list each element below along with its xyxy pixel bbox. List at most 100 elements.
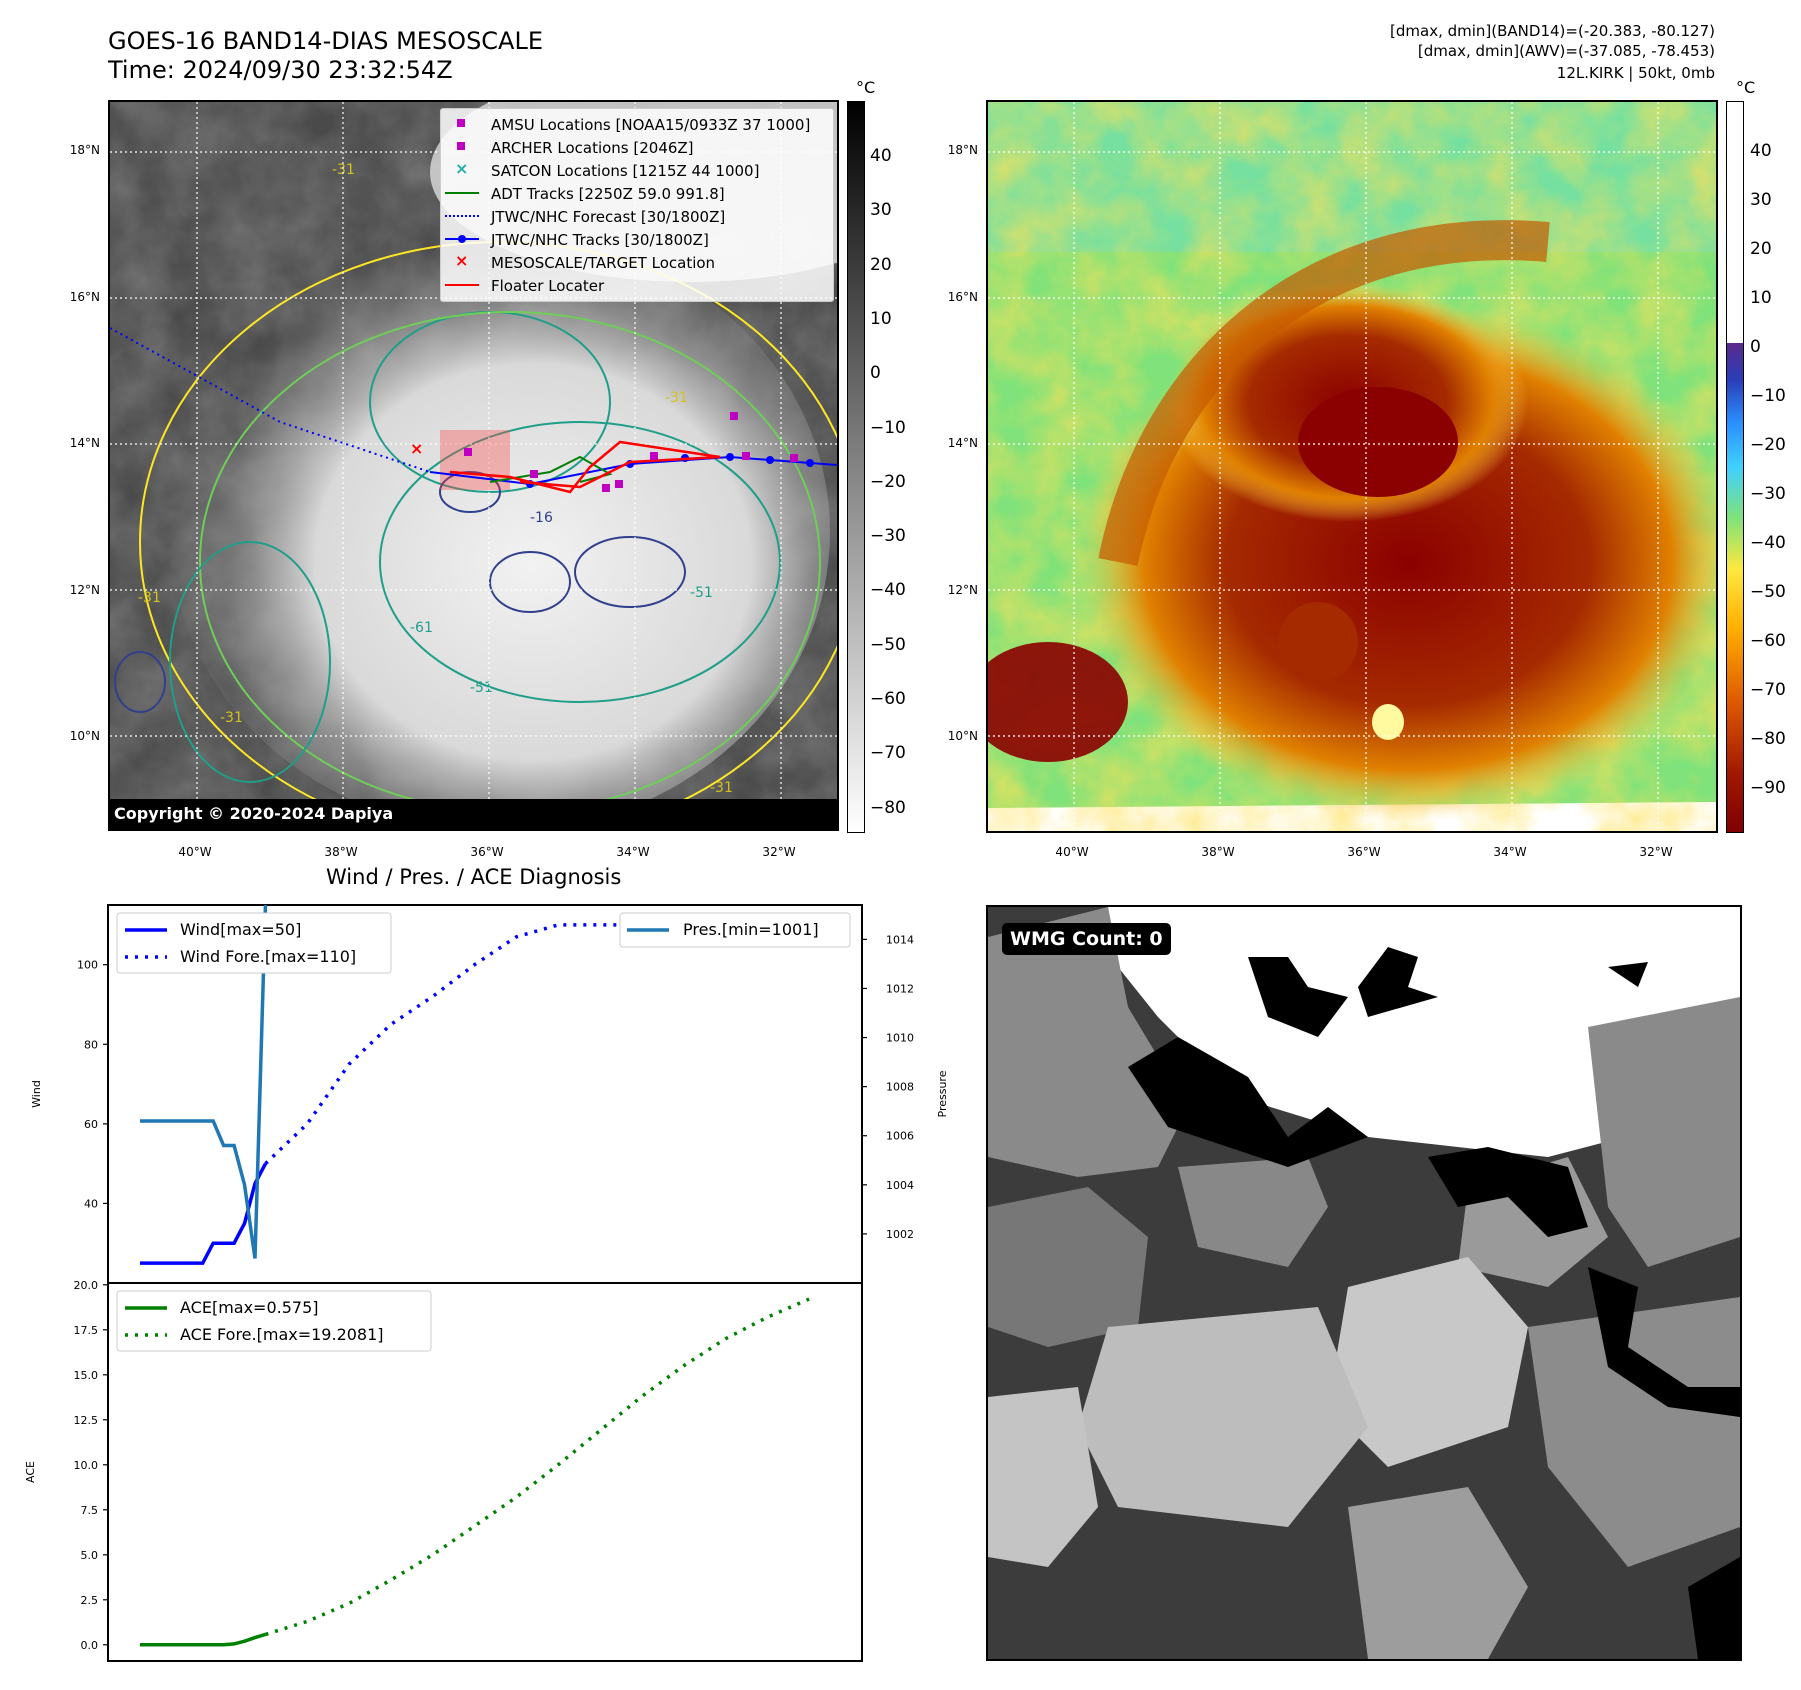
colorbar-tick: −50 xyxy=(1750,582,1786,602)
ace-axis-label: ACE xyxy=(24,1461,37,1483)
legend-label: AMSU Locations [NOAA15/0933Z 37 1000] xyxy=(491,116,811,134)
ir-satellite-map: -31 -16 -31 -51 -31 -31 -61 -51 -31 xyxy=(108,100,839,831)
wind-legend-label: Wind[max=50] xyxy=(180,920,301,939)
pressure-tick-label: 1006 xyxy=(886,1130,914,1143)
wind-tick-label: 100 xyxy=(77,959,98,972)
legend-item-adt: ADT Tracks [2250Z 59.0 991.8] xyxy=(441,182,833,204)
square-marker-icon xyxy=(457,142,465,150)
lat-label: 12°N xyxy=(947,583,978,597)
legend-item-satcon: × SATCON Locations [1215Z 44 1000] xyxy=(441,159,833,181)
colorbar-tick: −10 xyxy=(870,417,906,438)
ace-tick-label: 12.5 xyxy=(74,1414,99,1427)
pressure-legend-label: Pres.[min=1001] xyxy=(683,920,819,939)
wind-forecast-series-line xyxy=(264,923,810,1165)
lon-label: 40°W xyxy=(1055,845,1089,859)
legend-label: JTWC/NHC Forecast [30/1800Z] xyxy=(491,208,726,226)
awv-colorbar xyxy=(1726,101,1744,833)
lon-label: 32°W xyxy=(762,845,796,859)
ace-series-line xyxy=(140,1632,266,1647)
pressure-tick-label: 1012 xyxy=(886,982,914,995)
target-marker-icon: × xyxy=(410,439,423,458)
ace-forecast-series-line xyxy=(264,1297,810,1637)
pressure-tick-label: 1004 xyxy=(886,1179,914,1192)
lat-label: 16°N xyxy=(947,290,978,304)
wind-tick-label: 40 xyxy=(84,1197,98,1210)
lon-label: 36°W xyxy=(1347,845,1381,859)
pressure-tick-label: 1008 xyxy=(886,1081,914,1094)
colorbar-tick: 10 xyxy=(1750,288,1772,308)
ace-tick-label: 17.5 xyxy=(74,1324,99,1337)
lon-label: 34°W xyxy=(616,845,650,859)
colorbar-tick: 40 xyxy=(1750,141,1772,161)
legend-item-tracks: JTWC/NHC Tracks [30/1800Z] xyxy=(441,228,833,250)
contour-label: -61 xyxy=(410,620,433,636)
ace-tick-label: 7.5 xyxy=(81,1504,99,1517)
lon-label: 34°W xyxy=(1493,845,1527,859)
ace-forecast-legend-label: ACE Fore.[max=19.2081] xyxy=(180,1325,384,1344)
contour-label: -31 xyxy=(665,390,688,406)
line-marker-icon xyxy=(445,192,479,194)
copyright-text: Copyright © 2020-2024 Dapiya xyxy=(114,804,394,823)
ir-colorbar-unit: °C xyxy=(856,78,876,97)
wind-tick-label: 60 xyxy=(84,1118,98,1131)
ace-legend-box xyxy=(116,1290,432,1352)
dotted-line-icon xyxy=(445,215,479,217)
colorbar-tick: 10 xyxy=(870,308,892,329)
colorbar-tick: 30 xyxy=(1750,190,1772,210)
legend-item-archer: ARCHER Locations [2046Z] xyxy=(441,136,833,158)
contour-label: -51 xyxy=(470,680,493,696)
colorbar-tick: −40 xyxy=(1750,533,1786,553)
colorbar-tick: −10 xyxy=(1750,386,1786,406)
pressure-series-line xyxy=(140,905,268,1259)
contour-label: -16 xyxy=(530,510,553,526)
colorbar-tick: 20 xyxy=(1750,239,1772,259)
wind-axis-label: Wind xyxy=(30,1080,43,1108)
colorbar-tick: −70 xyxy=(1750,680,1786,700)
lat-label: 18°N xyxy=(947,143,978,157)
ace-tick-label: 2.5 xyxy=(81,1594,99,1607)
diagnosis-chart: 40 60 80 100 1002 1004 1006 1008 1010 1012 1014 Win… xyxy=(24,904,949,1662)
diagnosis-chart-title: Wind / Pres. / ACE Diagnosis xyxy=(326,865,622,889)
colorbar-tick: 30 xyxy=(870,200,892,221)
time-label: Time: 2024/09/30 23:32:54Z xyxy=(108,56,453,84)
contour-label: -31 xyxy=(710,780,733,796)
legend-label: ADT Tracks [2250Z 59.0 991.8] xyxy=(491,185,725,203)
x-marker-icon: × xyxy=(455,251,469,270)
lat-label: 10°N xyxy=(69,729,100,743)
lon-label: 36°W xyxy=(470,845,504,859)
ace-tick-label: 10.0 xyxy=(74,1459,99,1472)
ir-colorbar xyxy=(847,101,865,833)
ace-tick-label: 0.0 xyxy=(81,1639,99,1652)
wmg-count-badge: WMG Count: 0 xyxy=(1002,923,1171,955)
lon-label: 40°W xyxy=(178,845,212,859)
info-line-storm: 12L.KIRK | 50kt, 0mb xyxy=(1556,64,1715,82)
info-line-band14: [dmax, dmin](BAND14)=(-20.383, -80.127) xyxy=(1390,22,1715,40)
ace-tick-label: 5.0 xyxy=(81,1549,99,1562)
legend-label: MESOSCALE/TARGET Location xyxy=(491,254,716,272)
info-line-awv: [dmax, dmin](AWV)=(-37.085, -78.453) xyxy=(1417,42,1715,60)
colorbar-tick: 0 xyxy=(1750,337,1761,357)
page-title: GOES-16 BAND14-DIAS MESOSCALE xyxy=(108,27,544,55)
pressure-legend-box xyxy=(619,912,851,948)
ace-legend-label: ACE[max=0.575] xyxy=(180,1298,319,1317)
lat-label: 12°N xyxy=(69,583,100,597)
legend-item-floater: Floater Locater xyxy=(441,274,833,296)
colorbar-tick: −50 xyxy=(870,634,906,655)
legend-item-amsu: AMSU Locations [NOAA15/0933Z 37 1000] xyxy=(441,113,833,135)
awv-colorbar-unit: °C xyxy=(1736,78,1756,97)
contour-label: -51 xyxy=(690,585,713,601)
copyright-bar: Copyright © 2020-2024 Dapiya xyxy=(110,799,837,829)
contour-label: -31 xyxy=(220,710,243,726)
contour-label: -31 xyxy=(332,162,355,178)
legend-item-target: × MESOSCALE/TARGET Location xyxy=(441,251,833,273)
colorbar-tick: −80 xyxy=(870,797,906,818)
lon-label: 38°W xyxy=(324,845,358,859)
colorbar-tick: 20 xyxy=(870,254,892,275)
lat-label: 18°N xyxy=(69,143,100,157)
legend-label: ARCHER Locations [2046Z] xyxy=(491,139,694,157)
wmg-count-text: WMG Count: 0 xyxy=(1010,928,1163,950)
wind-tick-label: 80 xyxy=(84,1038,98,1051)
pressure-tick-label: 1014 xyxy=(886,933,914,946)
colorbar-tick: 40 xyxy=(870,146,892,166)
ace-tick-label: 15.0 xyxy=(74,1369,99,1382)
